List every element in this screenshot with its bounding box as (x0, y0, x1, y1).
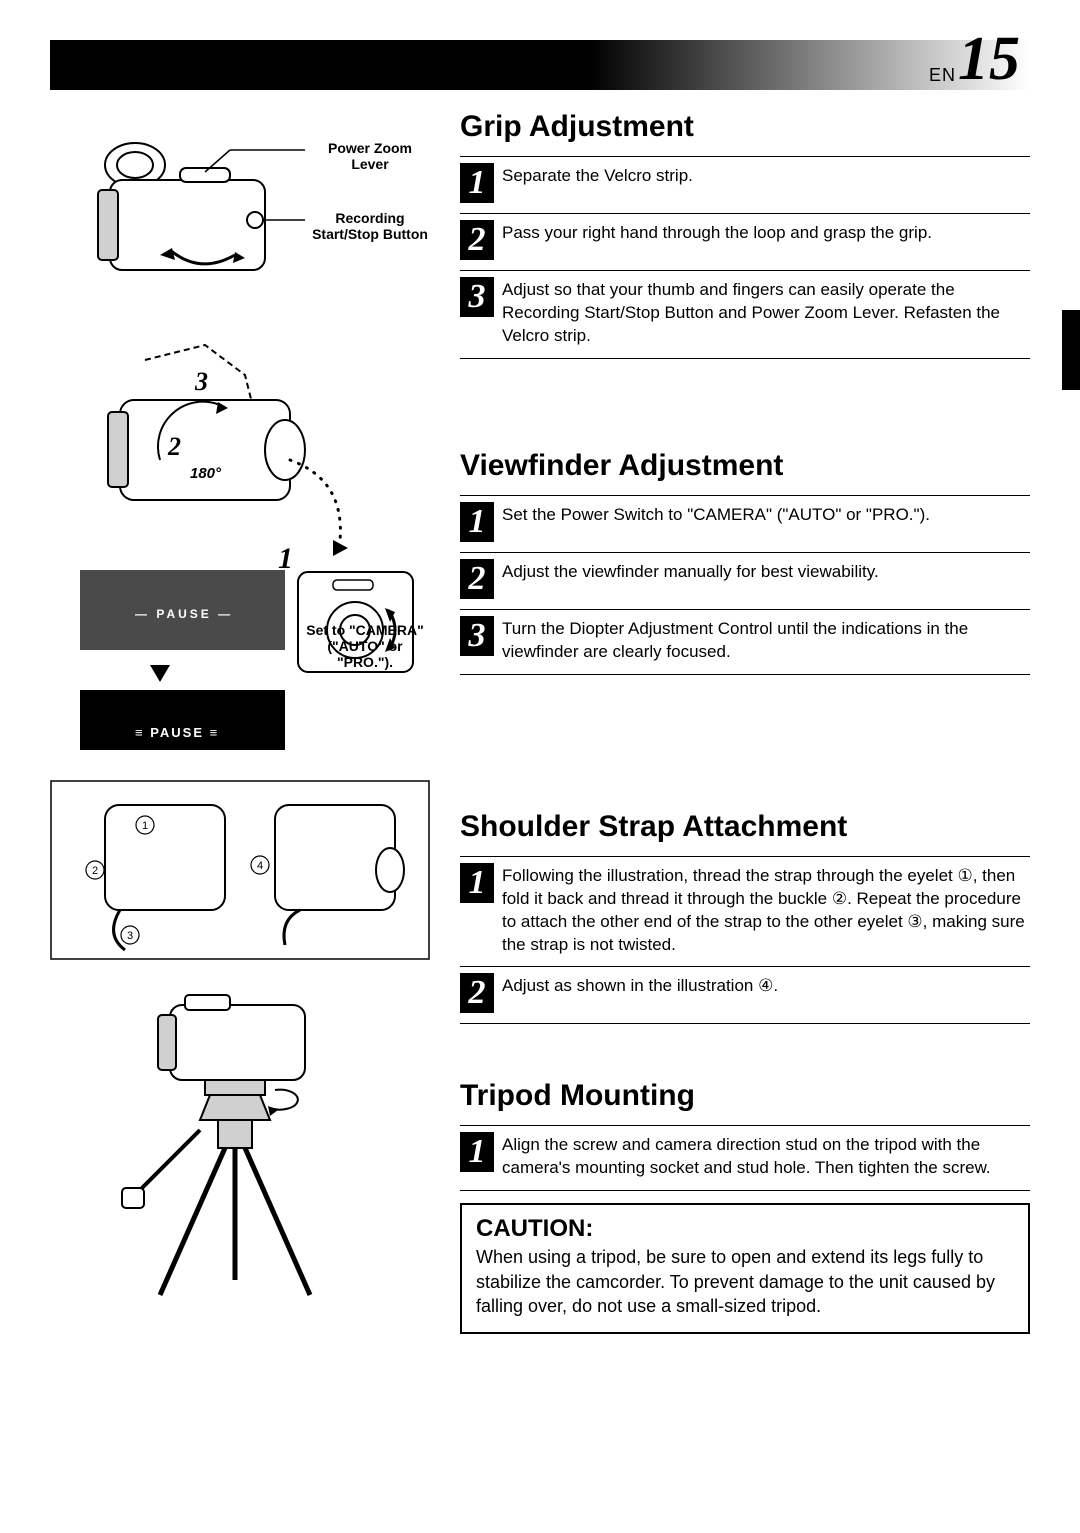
content-columns: Power Zoom Lever Recording Start/Stop Bu… (50, 110, 1030, 1344)
illustrations-column: Power Zoom Lever Recording Start/Stop Bu… (50, 110, 430, 1344)
spacer (460, 715, 1030, 810)
step-text: Turn the Diopter Adjustment Control unti… (502, 616, 1030, 664)
step-number: 1 (460, 863, 494, 903)
section-viewfinder: Viewfinder Adjustment 1 Set the Power Sw… (460, 449, 1030, 675)
step-number: 2 (460, 559, 494, 599)
pause-text: PAUSE (150, 725, 204, 740)
step: 2 Adjust the viewfinder manually for bes… (460, 553, 1030, 610)
section-title: Shoulder Strap Attachment (460, 810, 1030, 844)
step: 2 Adjust as shown in the illustration ④. (460, 967, 1030, 1024)
section-tripod: Tripod Mounting 1 Align the screw and ca… (460, 1079, 1030, 1334)
section-title: Tripod Mounting (460, 1079, 1030, 1113)
step-number: 2 (460, 973, 494, 1013)
illustration-viewfinder: 3 2 180° 1 (50, 330, 430, 760)
step: 3 Adjust so that your thumb and fingers … (460, 271, 1030, 359)
strap-svg: 1 2 3 4 (50, 780, 430, 960)
step-text: Align the screw and camera direction stu… (502, 1132, 1030, 1180)
illustration-tripod (50, 980, 430, 1300)
label-pause: ≡ PAUSE ≡ (135, 725, 219, 740)
caution-box: CAUTION: When using a tripod, be sure to… (460, 1203, 1030, 1334)
manual-page: EN 15 (0, 0, 1080, 1384)
spacer (460, 1064, 1030, 1079)
svg-text:1: 1 (142, 820, 148, 832)
step-text: Pass your right hand through the loop an… (502, 220, 932, 245)
section-title: Grip Adjustment (460, 110, 1030, 144)
step-text: Adjust the viewfinder manually for best … (502, 559, 879, 584)
svg-text:2: 2 (167, 432, 181, 461)
section-grip: Grip Adjustment 1 Separate the Velcro st… (460, 110, 1030, 359)
step-text: Separate the Velcro strip. (502, 163, 693, 188)
step-text: Set the Power Switch to "CAMERA" ("AUTO"… (502, 502, 930, 527)
page-lang: EN (929, 65, 956, 86)
svg-text:3: 3 (194, 367, 208, 396)
illustration-grip: Power Zoom Lever Recording Start/Stop Bu… (50, 110, 430, 310)
step: 1 Align the screw and camera direction s… (460, 1125, 1030, 1191)
step: 2 Pass your right hand through the loop … (460, 214, 1030, 271)
label-power-zoom: Power Zoom Lever (310, 140, 430, 172)
section-strap: Shoulder Strap Attachment 1 Following th… (460, 810, 1030, 1025)
step-text: Adjust so that your thumb and fingers ca… (502, 277, 1030, 348)
tripod-svg (50, 980, 430, 1300)
viewfinder-svg: 3 2 180° 1 (50, 330, 430, 760)
step: 1 Set the Power Switch to "CAMERA" ("AUT… (460, 495, 1030, 553)
step-number: 3 (460, 616, 494, 656)
header-gradient-bar: EN 15 (50, 40, 1030, 90)
illustration-strap: 1 2 3 4 (50, 780, 430, 960)
label-set-camera: Set to "CAMERA" ("AUTO" or "PRO."). (300, 622, 430, 670)
step-number: 2 (460, 220, 494, 260)
section-title: Viewfinder Adjustment (460, 449, 1030, 483)
caution-title: CAUTION: (476, 1215, 1014, 1243)
text-column: Grip Adjustment 1 Separate the Velcro st… (460, 110, 1030, 1344)
step-number: 1 (460, 1132, 494, 1172)
step-number: 1 (460, 163, 494, 203)
svg-text:3: 3 (127, 930, 133, 942)
label-recording-button: Recording Start/Stop Button (310, 210, 430, 242)
svg-text:— PAUSE —: — PAUSE — (135, 607, 233, 621)
step-text: Following the illustration, thread the s… (502, 863, 1030, 957)
svg-text:180°: 180° (190, 465, 222, 482)
step-number: 1 (460, 502, 494, 542)
svg-text:2: 2 (92, 865, 98, 877)
svg-text:4: 4 (257, 860, 263, 872)
step-number: 3 (460, 277, 494, 317)
step-text: Adjust as shown in the illustration ④. (502, 973, 778, 998)
step: 1 Following the illustration, thread the… (460, 856, 1030, 968)
step: 1 Separate the Velcro strip. (460, 156, 1030, 214)
step: 3 Turn the Diopter Adjustment Control un… (460, 610, 1030, 675)
caution-text: When using a tripod, be sure to open and… (476, 1245, 1014, 1318)
spacer (460, 399, 1030, 449)
page-number: 15 (958, 28, 1020, 90)
side-index-tab (1062, 310, 1080, 390)
